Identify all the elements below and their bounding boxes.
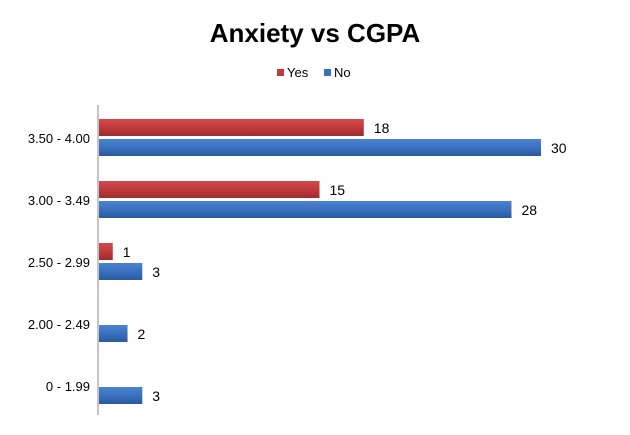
bar-yes [99,181,320,198]
legend: Yes No [277,65,351,80]
data-label: 15 [330,182,346,198]
bar-no [99,325,128,342]
bar-no [99,201,512,218]
bar-no [99,263,143,280]
legend-swatch-yes [277,69,284,76]
bar-no [99,387,143,404]
data-label: 3 [152,264,160,280]
legend-label: Yes [287,65,309,80]
category-label: 3.50 - 4.00 [28,131,90,146]
category-label: 2.00 - 2.49 [28,317,90,332]
chart-title: Anxiety vs CGPA [210,18,421,48]
data-label: 3 [152,388,160,404]
category-label: 0 - 1.99 [46,379,90,394]
bar-yes [99,243,113,260]
category-label: 2.50 - 2.99 [28,255,90,270]
data-label: 18 [374,120,390,136]
data-label: 2 [138,326,146,342]
category-label: 3.00 - 3.49 [28,193,90,208]
legend-label: No [334,65,351,80]
data-label: 30 [551,140,567,156]
data-label: 1 [123,244,131,260]
bar-yes [99,119,364,136]
bar-no [99,139,541,156]
legend-swatch-no [324,69,331,76]
data-label: 28 [521,202,537,218]
